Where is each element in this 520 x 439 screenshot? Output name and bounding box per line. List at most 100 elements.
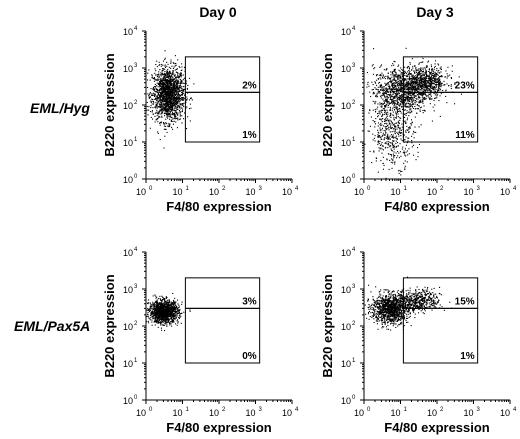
data-point xyxy=(171,114,173,116)
data-point xyxy=(159,82,161,84)
data-point xyxy=(421,96,423,98)
data-point xyxy=(401,100,403,102)
data-point xyxy=(408,93,410,95)
data-point xyxy=(149,94,151,96)
data-point xyxy=(148,97,150,99)
data-point xyxy=(413,70,415,72)
data-point xyxy=(431,79,433,81)
data-point xyxy=(176,89,178,91)
data-point xyxy=(375,95,377,97)
data-point xyxy=(149,92,151,94)
data-point xyxy=(160,88,162,90)
data-point xyxy=(374,102,376,104)
data-point xyxy=(372,100,374,102)
data-point xyxy=(168,86,170,88)
data-point xyxy=(434,79,436,81)
data-point xyxy=(175,100,177,102)
data-point xyxy=(394,71,396,73)
data-point xyxy=(156,95,158,97)
data-point xyxy=(174,97,176,99)
data-point xyxy=(166,110,168,112)
data-point xyxy=(433,73,435,75)
data-point xyxy=(170,76,172,78)
data-point xyxy=(392,158,394,160)
data-point xyxy=(169,71,171,73)
data-point xyxy=(435,92,437,94)
data-point xyxy=(377,106,379,108)
data-point xyxy=(374,108,376,110)
data-point xyxy=(180,104,182,106)
data-point xyxy=(397,111,399,113)
data-point xyxy=(432,74,434,76)
data-point xyxy=(405,94,407,96)
data-point xyxy=(166,300,168,302)
data-point xyxy=(183,311,185,313)
data-point xyxy=(163,97,165,99)
data-point xyxy=(178,105,180,107)
data-point xyxy=(172,315,174,317)
data-point xyxy=(175,301,177,303)
data-point xyxy=(399,81,401,83)
data-point xyxy=(173,105,175,107)
data-point xyxy=(173,113,175,115)
data-point xyxy=(403,150,405,152)
data-point xyxy=(437,79,439,81)
data-point xyxy=(401,83,403,85)
data-point xyxy=(395,152,397,154)
data-point xyxy=(404,79,406,81)
x-tick-exponent: 1 xyxy=(186,186,190,192)
data-point xyxy=(395,146,397,148)
data-point xyxy=(393,155,395,157)
data-point xyxy=(178,317,180,319)
data-point xyxy=(407,88,409,90)
data-point xyxy=(173,313,175,315)
data-point xyxy=(176,310,178,312)
data-point xyxy=(158,100,160,102)
data-point xyxy=(169,73,171,75)
data-point xyxy=(167,96,169,98)
data-point xyxy=(379,92,381,94)
data-point xyxy=(407,93,409,95)
data-point xyxy=(151,77,153,79)
data-point xyxy=(423,105,425,107)
data-point xyxy=(409,78,411,80)
data-point xyxy=(149,79,151,81)
data-point xyxy=(164,89,166,91)
data-point xyxy=(159,139,161,141)
data-point xyxy=(155,307,157,309)
data-point xyxy=(421,101,423,103)
data-point xyxy=(411,84,413,86)
data-point xyxy=(412,78,414,80)
data-point xyxy=(417,69,419,71)
data-point xyxy=(417,84,419,86)
data-point xyxy=(385,100,387,102)
data-point xyxy=(179,103,181,105)
data-point xyxy=(405,83,407,85)
data-point xyxy=(174,98,176,100)
data-point xyxy=(404,85,406,87)
data-point xyxy=(164,108,166,110)
data-point xyxy=(149,127,151,129)
data-point xyxy=(161,91,163,93)
data-point xyxy=(168,86,170,88)
data-point xyxy=(165,86,167,88)
data-point xyxy=(425,78,427,80)
data-points xyxy=(146,50,195,149)
data-point xyxy=(394,146,396,148)
data-point xyxy=(164,106,166,108)
data-point xyxy=(408,74,410,76)
data-point xyxy=(165,125,167,127)
data-point xyxy=(431,79,433,81)
data-point xyxy=(433,67,435,69)
data-point xyxy=(388,144,390,146)
data-point xyxy=(155,314,157,316)
data-point xyxy=(164,95,166,97)
data-point xyxy=(387,138,389,140)
data-point xyxy=(165,79,167,81)
data-point xyxy=(164,110,166,112)
data-point xyxy=(385,117,387,119)
data-point xyxy=(396,108,398,110)
data-point xyxy=(166,123,168,125)
gate-upper-percent: 23% xyxy=(455,80,475,91)
data-point xyxy=(175,105,177,107)
